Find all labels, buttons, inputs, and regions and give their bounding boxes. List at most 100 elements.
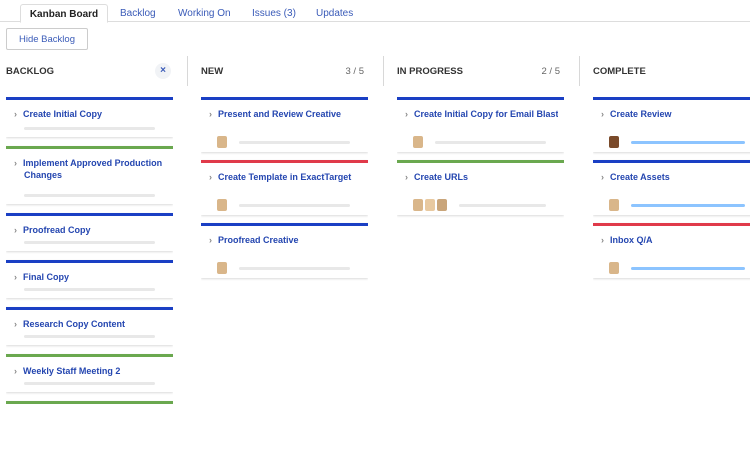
avatar[interactable]	[609, 262, 619, 274]
progress-bar	[24, 288, 155, 291]
column-title: NEW	[201, 66, 224, 77]
task-card[interactable]: › Proofread Creative	[201, 223, 368, 278]
card-title-text: Create Initial Copy for Email Blast	[414, 109, 558, 119]
column-new: NEW 3 / 5 › Present and Review Creative › Cre…	[201, 56, 368, 469]
progress-bar	[435, 141, 546, 144]
column-header: COMPLETE	[593, 56, 750, 86]
task-card[interactable]: › Weekly Staff Meeting 2	[6, 354, 173, 392]
card-title[interactable]: › Present and Review Creative	[209, 108, 362, 120]
card-title[interactable]: › Create Assets	[601, 171, 750, 183]
chevron-right-icon[interactable]: ›	[601, 172, 604, 182]
task-card[interactable]: › Create URLs	[397, 160, 564, 215]
task-card[interactable]: › Create Initial Copy	[6, 97, 173, 137]
chevron-right-icon[interactable]: ›	[14, 158, 17, 168]
card-title[interactable]: › Create Initial Copy	[14, 108, 167, 120]
task-card[interactable]: › Implement Approved Production Changes	[6, 146, 173, 204]
chevron-right-icon[interactable]: ›	[14, 413, 17, 415]
task-card[interactable]: › Create Initial Copy for Email Blast	[397, 97, 564, 152]
progress-bar	[239, 267, 350, 270]
column-backlog: BACKLOG × › Create Initial Copy › Implement A…	[6, 56, 173, 469]
chevron-right-icon[interactable]: ›	[209, 172, 212, 182]
chevron-right-icon[interactable]: ›	[209, 109, 212, 119]
card-title[interactable]: ›	[14, 412, 167, 415]
progress-bar	[24, 382, 155, 385]
column-divider	[579, 56, 580, 86]
progress-bar	[631, 204, 745, 207]
tab-kanban-board[interactable]: Kanban Board	[20, 4, 108, 23]
column-header: IN PROGRESS 2 / 5	[397, 56, 564, 86]
chevron-right-icon[interactable]: ›	[14, 225, 17, 235]
avatar[interactable]	[413, 199, 423, 211]
column-title: IN PROGRESS	[397, 66, 463, 77]
card-title[interactable]: › Final Copy	[14, 271, 167, 283]
card-title[interactable]: › Create Review	[601, 108, 750, 120]
avatar[interactable]	[217, 199, 227, 211]
avatar[interactable]	[413, 136, 423, 148]
card-title[interactable]: › Create Initial Copy for Email Blast	[405, 108, 558, 120]
avatar[interactable]	[609, 199, 619, 211]
card-title[interactable]: › Create URLs	[405, 171, 558, 183]
task-card[interactable]: › Inbox Q/A	[593, 223, 750, 278]
wip-count: 2 / 5	[541, 66, 561, 77]
chevron-right-icon[interactable]: ›	[209, 235, 212, 245]
column-header: NEW 3 / 5	[201, 56, 368, 86]
tab-updates[interactable]: Updates	[316, 8, 354, 19]
card-title-text: Research Copy Content	[23, 319, 126, 329]
card-title-text: Implement Approved Production Changes	[23, 158, 163, 180]
card-title[interactable]: › Implement Approved Production Changes	[14, 157, 167, 181]
avatar[interactable]	[217, 262, 227, 274]
card-title[interactable]: › Research Copy Content	[14, 318, 167, 330]
card-title-text: Inbox Q/A	[610, 235, 653, 245]
card-title[interactable]: › Create Template in ExactTarget	[209, 171, 362, 183]
task-card[interactable]: ›	[6, 401, 173, 415]
column-divider	[383, 56, 384, 86]
column-title: BACKLOG	[6, 66, 55, 77]
chevron-right-icon[interactable]: ›	[14, 319, 17, 329]
chevron-right-icon[interactable]: ›	[601, 235, 604, 245]
card-title[interactable]: › Proofread Creative	[209, 234, 362, 246]
card-title[interactable]: › Weekly Staff Meeting 2	[14, 365, 167, 377]
task-card[interactable]: › Create Review	[593, 97, 750, 152]
task-card[interactable]: › Research Copy Content	[6, 307, 173, 345]
chevron-right-icon[interactable]: ›	[405, 172, 408, 182]
column-title: COMPLETE	[593, 66, 646, 77]
card-title-text: Proofread Creative	[218, 235, 299, 245]
progress-bar	[239, 204, 350, 207]
chevron-right-icon[interactable]: ›	[14, 366, 17, 376]
card-title-text: Present and Review Creative	[218, 109, 342, 119]
card-title-text: Weekly Staff Meeting 2	[23, 366, 121, 376]
task-card[interactable]: › Create Template in ExactTarget	[201, 160, 368, 215]
card-title-text: Create Template in ExactTarget	[218, 172, 352, 182]
hide-backlog-button[interactable]: Hide Backlog	[6, 28, 88, 50]
card-title-text: Create URLs	[414, 172, 469, 182]
chevron-right-icon[interactable]: ›	[14, 272, 17, 282]
avatar[interactable]	[609, 136, 619, 148]
column-complete: COMPLETE › Create Review › Create Assets › Inb…	[593, 56, 750, 469]
progress-bar	[24, 194, 155, 197]
tab-issues[interactable]: Issues (3)	[252, 8, 296, 19]
chevron-right-icon[interactable]: ›	[14, 109, 17, 119]
task-card[interactable]: › Final Copy	[6, 260, 173, 298]
task-card[interactable]: › Present and Review Creative	[201, 97, 368, 152]
progress-bar	[631, 267, 745, 270]
avatar[interactable]	[217, 136, 227, 148]
card-title-text: Proofread Copy	[23, 225, 91, 235]
progress-bar	[24, 241, 155, 244]
progress-bar	[24, 127, 155, 130]
card-title[interactable]: › Inbox Q/A	[601, 234, 750, 246]
column-divider	[187, 56, 188, 86]
tab-working-on[interactable]: Working On	[178, 8, 231, 19]
card-title[interactable]: › Proofread Copy	[14, 224, 167, 236]
task-card[interactable]: › Create Assets	[593, 160, 750, 215]
progress-bar	[24, 335, 155, 338]
close-icon[interactable]: ×	[155, 63, 171, 79]
task-card[interactable]: › Proofread Copy	[6, 213, 173, 251]
avatar[interactable]	[437, 199, 447, 211]
chevron-right-icon[interactable]: ›	[601, 109, 604, 119]
avatar[interactable]	[425, 199, 435, 211]
chevron-right-icon[interactable]: ›	[405, 109, 408, 119]
tab-backlog[interactable]: Backlog	[120, 8, 156, 19]
column-header: BACKLOG ×	[6, 56, 173, 86]
wip-count: 3 / 5	[345, 66, 365, 77]
column-in-progress: IN PROGRESS 2 / 5 › Create Initial Copy for…	[397, 56, 564, 469]
